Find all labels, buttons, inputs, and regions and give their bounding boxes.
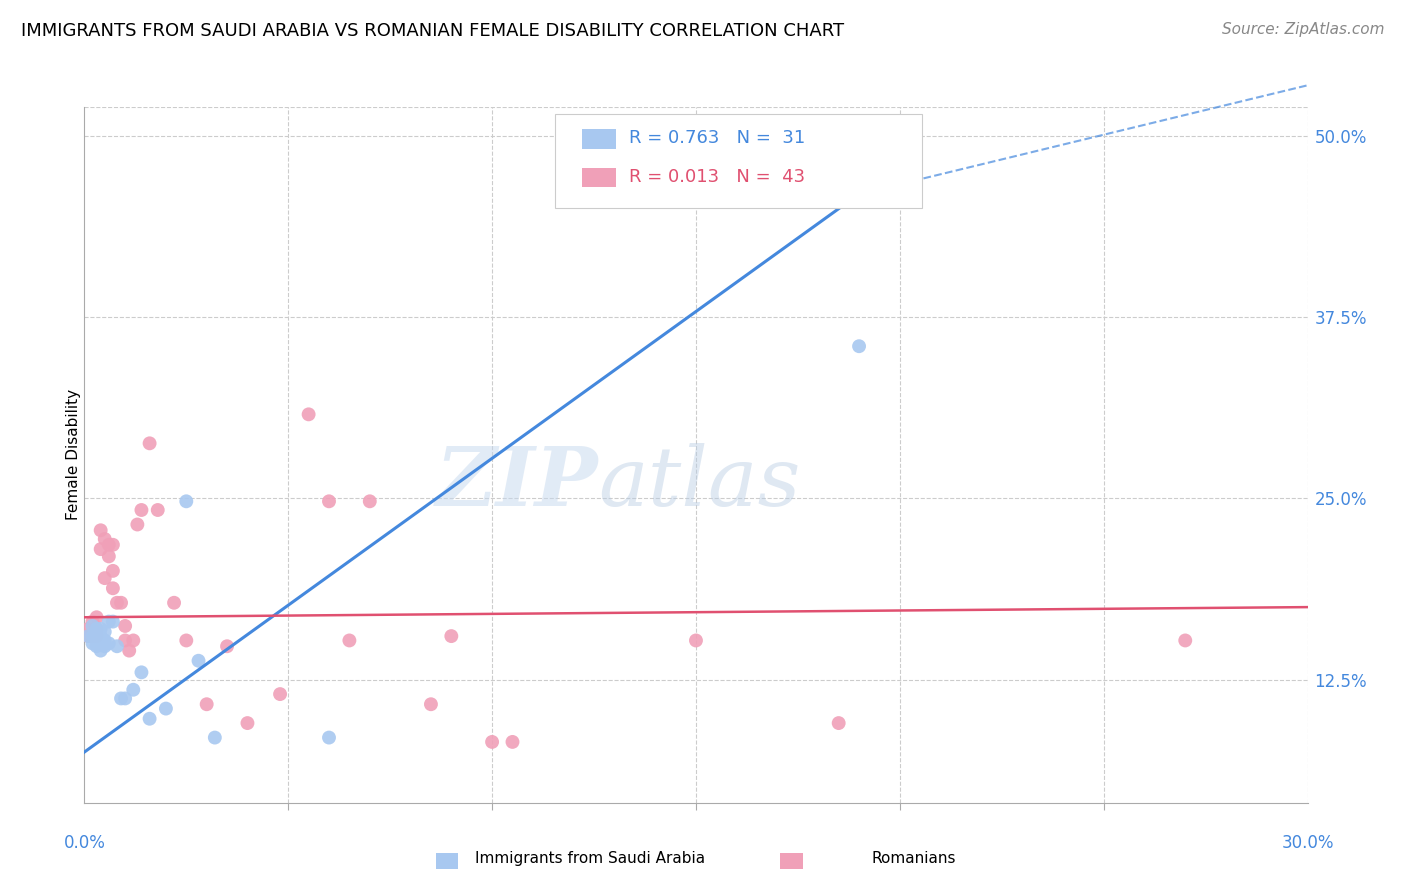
Point bbox=[114, 691, 136, 706]
Point bbox=[502, 735, 524, 749]
Point bbox=[86, 639, 108, 653]
Point bbox=[131, 665, 153, 680]
Point bbox=[86, 633, 108, 648]
Point bbox=[1174, 633, 1197, 648]
Point bbox=[269, 687, 291, 701]
Point bbox=[440, 629, 463, 643]
Point bbox=[77, 629, 100, 643]
Point bbox=[82, 629, 104, 643]
Text: 0.0%: 0.0% bbox=[63, 834, 105, 852]
Point bbox=[217, 639, 239, 653]
Point bbox=[97, 549, 120, 564]
Point bbox=[97, 615, 120, 629]
Point bbox=[90, 636, 112, 650]
Point bbox=[86, 622, 108, 636]
Point bbox=[204, 731, 226, 745]
Point bbox=[187, 654, 209, 668]
Point bbox=[86, 610, 108, 624]
Point bbox=[318, 731, 340, 745]
Text: R = 0.013   N =  43: R = 0.013 N = 43 bbox=[628, 168, 804, 186]
Point bbox=[420, 698, 443, 712]
Point bbox=[86, 622, 108, 636]
Text: atlas: atlas bbox=[598, 442, 800, 523]
Point bbox=[90, 633, 112, 648]
Point bbox=[318, 494, 340, 508]
Point bbox=[90, 523, 112, 537]
Text: IMMIGRANTS FROM SAUDI ARABIA VS ROMANIAN FEMALE DISABILITY CORRELATION CHART: IMMIGRANTS FROM SAUDI ARABIA VS ROMANIAN… bbox=[21, 22, 844, 40]
Point bbox=[110, 596, 132, 610]
Point bbox=[114, 619, 136, 633]
Point bbox=[82, 636, 104, 650]
Point bbox=[77, 629, 100, 643]
Point bbox=[90, 643, 112, 657]
Point bbox=[685, 633, 707, 648]
Point bbox=[105, 596, 128, 610]
Point bbox=[93, 624, 117, 639]
Point bbox=[97, 636, 120, 650]
Point bbox=[155, 701, 177, 715]
Text: Romanians: Romanians bbox=[872, 851, 956, 865]
Text: Source: ZipAtlas.com: Source: ZipAtlas.com bbox=[1222, 22, 1385, 37]
Point bbox=[138, 712, 160, 726]
Point bbox=[93, 571, 117, 585]
Point bbox=[90, 629, 112, 643]
Point bbox=[114, 633, 136, 648]
Point bbox=[176, 633, 198, 648]
Bar bbox=[582, 129, 616, 149]
Point bbox=[101, 564, 124, 578]
Y-axis label: Female Disability: Female Disability bbox=[66, 389, 80, 521]
Point bbox=[82, 629, 104, 643]
Point bbox=[86, 629, 108, 643]
Point bbox=[176, 494, 198, 508]
Point bbox=[90, 542, 112, 557]
Text: R = 0.763   N =  31: R = 0.763 N = 31 bbox=[628, 129, 806, 147]
Point bbox=[110, 691, 132, 706]
Bar bbox=[582, 168, 616, 187]
Point bbox=[122, 682, 145, 697]
Point bbox=[848, 339, 870, 353]
Point bbox=[101, 615, 124, 629]
Point bbox=[93, 532, 117, 546]
Point bbox=[105, 639, 128, 653]
Point bbox=[138, 436, 160, 450]
Point bbox=[86, 629, 108, 643]
Text: ZIP: ZIP bbox=[436, 442, 598, 523]
Point bbox=[101, 582, 124, 596]
Point bbox=[101, 538, 124, 552]
Point bbox=[163, 596, 186, 610]
Text: Immigrants from Saudi Arabia: Immigrants from Saudi Arabia bbox=[475, 851, 706, 865]
Point bbox=[82, 615, 104, 629]
Point bbox=[195, 698, 218, 712]
Point bbox=[236, 716, 259, 731]
Point bbox=[97, 538, 120, 552]
Point bbox=[93, 633, 117, 648]
Point bbox=[93, 639, 117, 653]
Point bbox=[127, 517, 149, 532]
Point bbox=[122, 633, 145, 648]
Point bbox=[359, 494, 381, 508]
Point bbox=[146, 503, 169, 517]
Point bbox=[77, 622, 100, 636]
Point bbox=[118, 643, 141, 657]
Text: 30.0%: 30.0% bbox=[1281, 834, 1334, 852]
Point bbox=[339, 633, 361, 648]
Point bbox=[131, 503, 153, 517]
Point bbox=[828, 716, 851, 731]
Point bbox=[481, 735, 503, 749]
Point bbox=[298, 407, 321, 422]
Point bbox=[82, 619, 104, 633]
FancyBboxPatch shape bbox=[555, 114, 922, 208]
Point bbox=[90, 622, 112, 636]
